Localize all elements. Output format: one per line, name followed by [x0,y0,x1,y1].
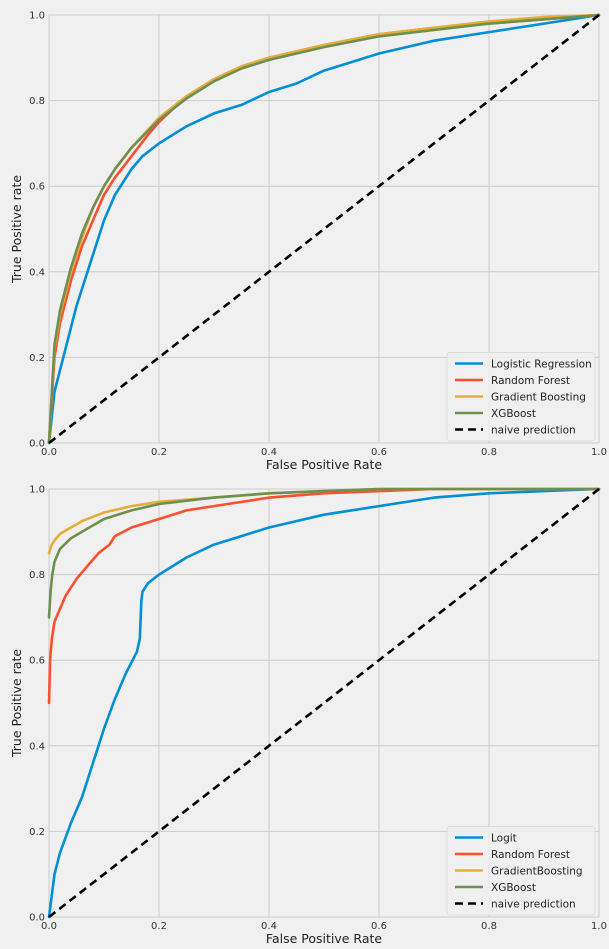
chart-1: 0.0 0.2 0.4 0.6 0.8 1.0 0.0 0.2 0.4 0.6 0.8 1.0 Fals… [9,11,607,473]
y-tick-label: 1.0 [29,485,45,496]
x-tick-label: 1.0 [591,921,607,932]
x-tick-label: 0.2 [151,447,167,458]
legend-entry: Gradient Boosting [491,392,586,404]
x-tick-label: 1.0 [591,447,607,458]
legend-entry: XGBoost [491,408,536,420]
x-tick-label: 0.2 [151,921,167,932]
x-tick-label: 0.0 [41,447,57,458]
y-tick-label: 0.6 [29,656,45,667]
x-tick-label: 0.8 [481,921,497,932]
legend-entry: GradientBoosting [491,866,583,878]
x-tick-label: 0.0 [41,921,57,932]
legend-box [446,352,596,442]
series-line-xgboost [47,487,601,619]
x-tick-label: 0.8 [481,447,497,458]
series-line-xgboost [47,13,601,445]
y-tick-label: 0.8 [29,570,45,581]
y-tick-label: 0.4 [29,267,45,278]
legend-entry: Logit [491,833,517,845]
y-tick-label: 0.8 [29,96,45,107]
y-tick-label: 0.2 [29,353,45,364]
y-axis-label: True Positive rate [9,175,24,284]
x-tick-label: 0.6 [371,447,387,458]
chart-2: 0.0 0.2 0.4 0.6 0.8 1.0 0.0 0.2 0.4 0.6 0.8 1.0 Fals… [9,485,607,947]
y-tick-label: 0.0 [29,913,45,924]
y-tick-label: 1.0 [29,11,45,22]
y-tick-label: 0.4 [29,741,45,752]
legend-entry: Random Forest [491,375,570,387]
series-line-gradient-boosting [47,13,601,445]
series-line-logistic-regression [47,13,601,445]
legend-entry: Random Forest [491,849,570,861]
y-axis-label: True Positive rate [9,649,24,758]
legend-entry: Logistic Regression [491,359,592,371]
x-tick-label: 0.4 [261,921,277,932]
legend-entry: XGBoost [491,882,536,894]
series-line-logit [47,487,601,919]
y-tick-label: 0.0 [29,439,45,450]
x-tick-label: 0.4 [261,447,277,458]
series-line-gradientboosting [47,487,601,555]
series-line-random-forest [47,487,601,705]
y-tick-label: 0.2 [29,827,45,838]
x-axis-label: False Positive Rate [266,931,382,946]
x-tick-label: 0.6 [371,921,387,932]
y-tick-label: 0.6 [29,182,45,193]
legend-box [446,826,596,916]
x-axis-label: False Positive Rate [266,457,382,472]
legend-entry: naive prediction [491,425,576,437]
legend-entry: naive prediction [491,899,576,911]
